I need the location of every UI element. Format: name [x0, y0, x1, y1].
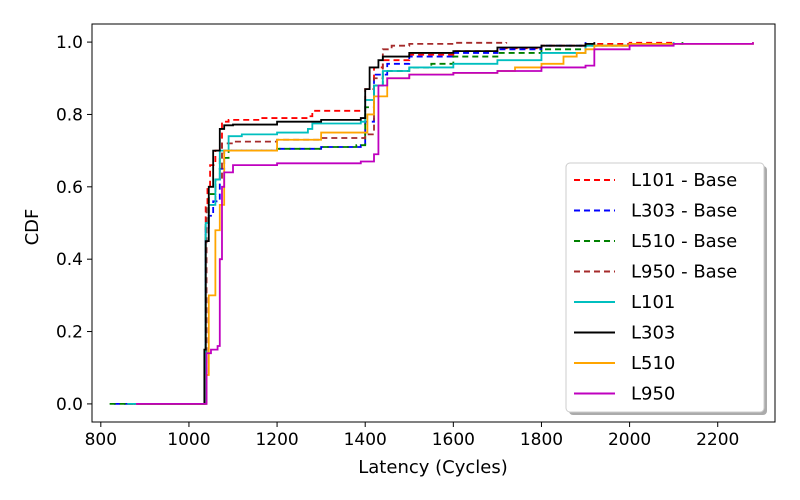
y-tick-label: 0.8 [56, 105, 83, 125]
legend-label: L950 - Base [631, 262, 737, 283]
legend: L101 - Base L303 - Base L510 - Base L950 - … [565, 162, 767, 415]
y-axis-ticks: 0.0 0.2 0.4 0.6 0.8 1.0 [56, 33, 92, 415]
plot-lines [109, 41, 754, 405]
legend-box [565, 162, 765, 413]
legend-label: L510 - Base [631, 231, 737, 252]
y-axis-label: CDF [22, 209, 43, 246]
legend-label: L950 [631, 384, 675, 405]
series-line-2 [114, 42, 587, 405]
x-tick-label: 800 [85, 430, 117, 450]
legend-label: L510 [631, 353, 675, 374]
y-tick-label: 0.6 [56, 178, 83, 198]
x-tick-label: 2200 [696, 430, 739, 450]
x-tick-label: 1600 [432, 430, 475, 450]
x-tick-label: 1200 [255, 430, 298, 450]
series-line-4 [127, 41, 508, 405]
plot-frame [91, 23, 776, 423]
series-line-6 [136, 42, 596, 405]
series-line-8 [136, 42, 754, 405]
y-tick-label: 0.2 [56, 323, 83, 343]
series-line-7 [136, 42, 754, 405]
y-tick-label: 0.0 [56, 395, 83, 415]
legend-label: L101 [631, 292, 675, 313]
x-tick-label: 1000 [167, 430, 210, 450]
y-tick-label: 1.0 [56, 33, 83, 53]
x-tick-label: 2000 [608, 430, 651, 450]
x-tick-label: 1800 [520, 430, 563, 450]
x-axis-ticks: 800 1000 1200 1400 1600 1800 2000 2200 [85, 422, 739, 450]
legend-label: L303 - Base [631, 201, 737, 222]
legend-label: L303 [631, 323, 675, 344]
x-tick-label: 1400 [344, 430, 387, 450]
y-tick-label: 0.4 [56, 250, 83, 270]
series-line-5 [127, 42, 675, 405]
x-axis-label: Latency (Cycles) [358, 457, 507, 478]
legend-label: L101 - Base [631, 170, 737, 191]
